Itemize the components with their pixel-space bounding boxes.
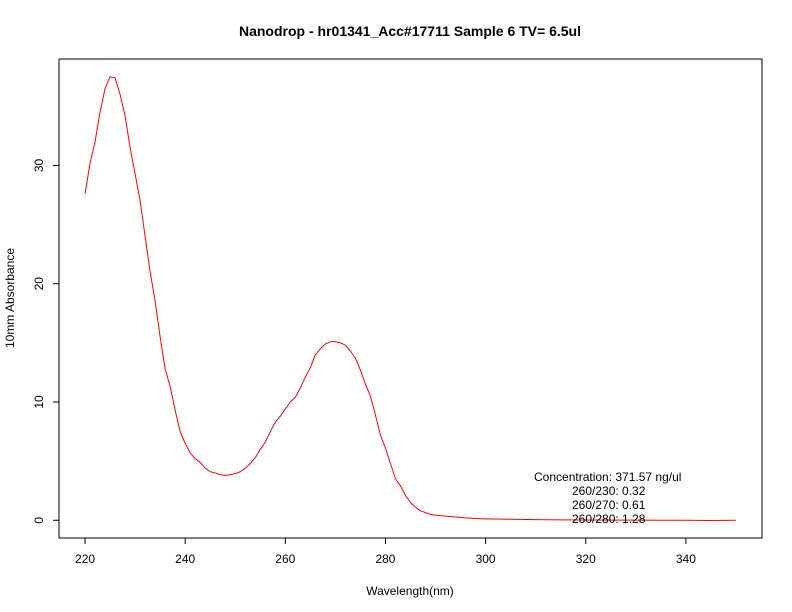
y-axis-label: 10mm Absorbance xyxy=(3,248,17,348)
y-tick-label: 30 xyxy=(32,158,46,172)
annotation-block: Concentration: 371.57 ng/ul 260/230: 0.3… xyxy=(534,470,681,526)
ratio-260-280-annotation: 260/280: 1.28 xyxy=(572,512,646,526)
ratio-260-270-annotation: 260/270: 0.61 xyxy=(572,498,646,512)
x-axis: 220 240 260 280 300 320 340 xyxy=(75,537,696,566)
y-tick-label: 20 xyxy=(32,277,46,291)
ratio-260-230-annotation: 260/230: 0.32 xyxy=(572,484,646,498)
x-tick-label: 320 xyxy=(576,552,596,566)
x-tick-label: 220 xyxy=(75,552,95,566)
x-axis-label: Wavelength(nm) xyxy=(366,584,454,598)
concentration-annotation: Concentration: 371.57 ng/ul xyxy=(534,470,681,484)
x-tick-label: 300 xyxy=(476,552,496,566)
y-tick-label: 0 xyxy=(32,517,46,524)
x-tick-label: 340 xyxy=(676,552,696,566)
x-tick-label: 260 xyxy=(275,552,295,566)
x-tick-label: 240 xyxy=(175,552,195,566)
y-tick-label: 10 xyxy=(32,395,46,409)
plot-frame xyxy=(58,58,763,539)
x-tick-label: 280 xyxy=(375,552,395,566)
series-layer xyxy=(84,76,736,521)
y-axis: 0 10 20 30 xyxy=(32,158,60,524)
absorbance-series-line xyxy=(84,76,736,521)
chart-title: Nanodrop - hr01341_Acc#17711 Sample 6 TV… xyxy=(239,23,581,39)
